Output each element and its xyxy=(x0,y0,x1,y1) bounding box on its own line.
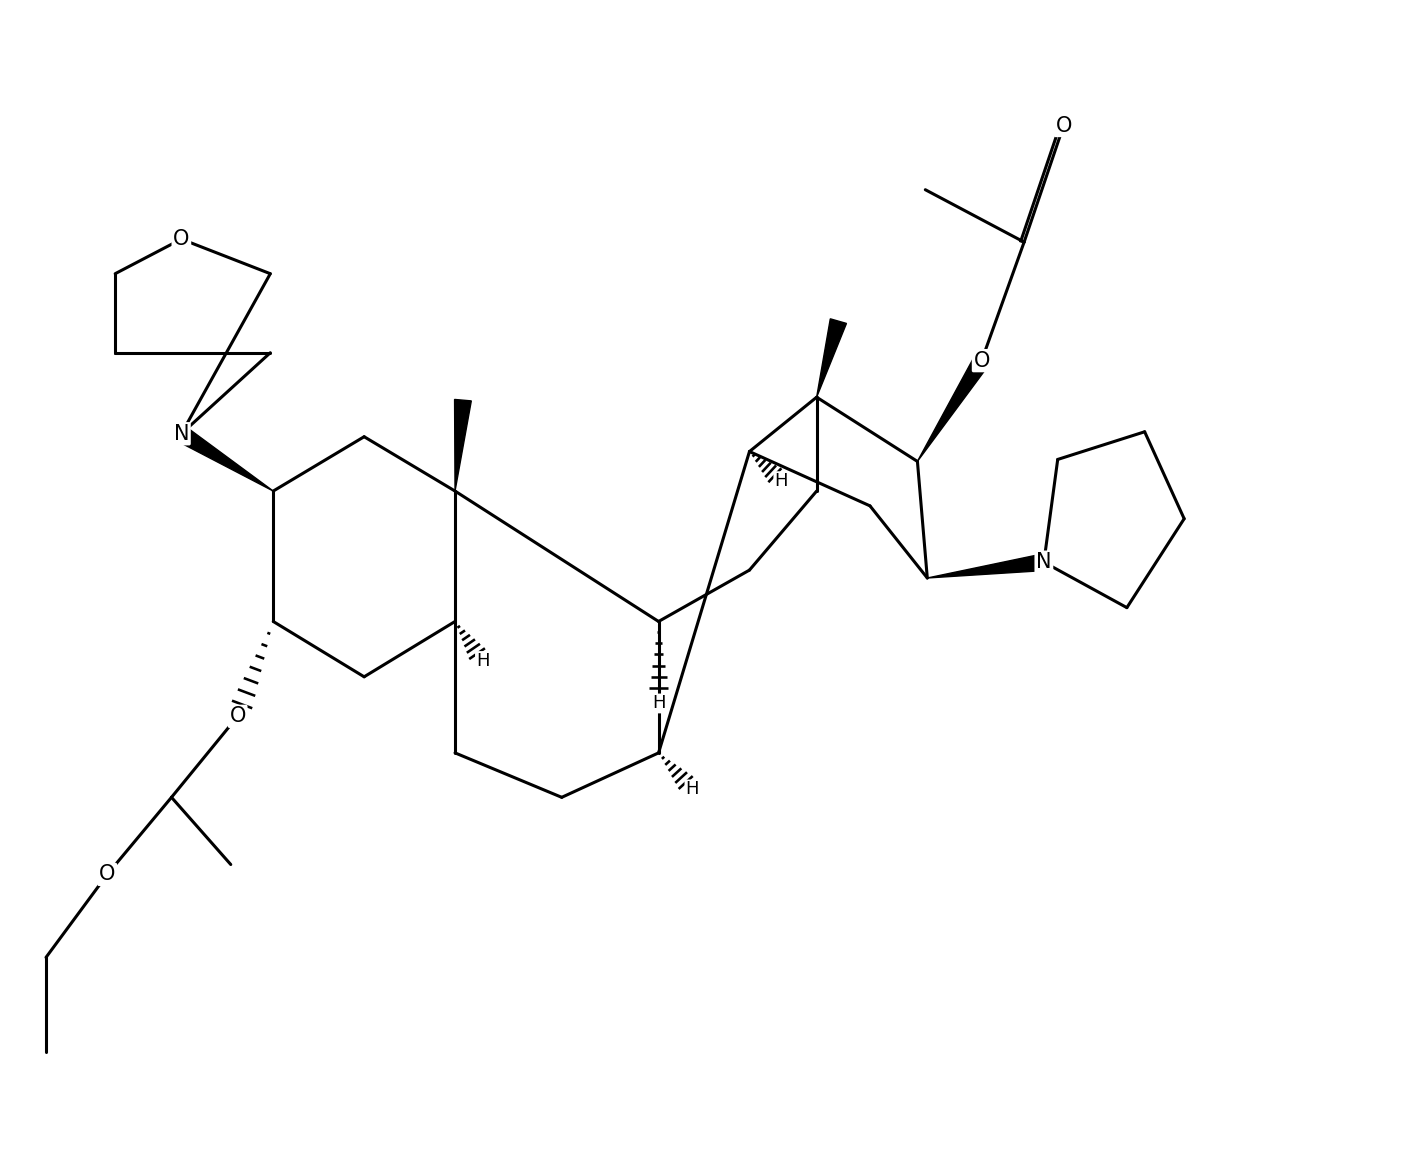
Polygon shape xyxy=(816,319,846,398)
Polygon shape xyxy=(928,554,1045,578)
Text: H: H xyxy=(477,652,489,670)
Polygon shape xyxy=(454,400,471,491)
Text: N: N xyxy=(1036,553,1052,572)
Text: O: O xyxy=(973,350,990,371)
Text: H: H xyxy=(685,780,699,799)
Text: O: O xyxy=(99,865,116,884)
Text: O: O xyxy=(230,706,245,726)
Text: H: H xyxy=(774,472,788,490)
Text: H: H xyxy=(651,695,666,712)
Text: O: O xyxy=(1056,116,1072,135)
Text: N: N xyxy=(173,424,189,444)
Polygon shape xyxy=(176,427,274,491)
Text: O: O xyxy=(173,229,189,250)
Polygon shape xyxy=(918,356,988,461)
